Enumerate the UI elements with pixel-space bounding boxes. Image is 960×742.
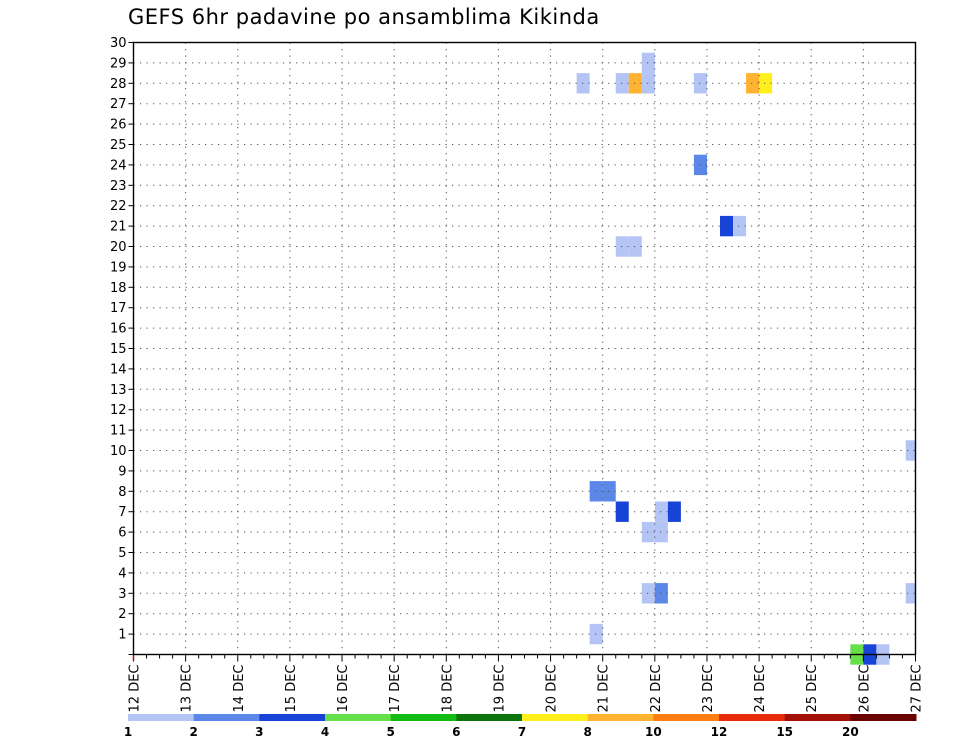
cells-layer [576,52,916,665]
y-tick-label: 4 [118,566,126,581]
colorbar: 1 2 3 4 5 6 7 8 10 12 15 20 [124,714,917,739]
colorbar-label: 7 [518,725,526,739]
precip-cell [641,52,655,74]
x-tick-label: 13 DEC [180,665,195,713]
colorbar-label: 8 [583,725,591,739]
y-tick-label: 30 [110,36,127,51]
y-tick-label: 15 [110,342,127,357]
x-tick-label: 23 DEC [701,665,716,713]
colorbar-swatch [128,714,195,721]
precip-cell [628,73,642,94]
colorbar-swatch [784,714,851,721]
precip-cell [628,236,642,257]
y-tick-label: 20 [110,240,127,255]
precip-cell [654,501,668,522]
colorbar-swatch [522,714,589,721]
y-tick-label: 27 [110,97,127,112]
y-tick-label: 12 [110,403,127,418]
y-tick-label: 17 [110,301,127,316]
y-tick-label: 29 [110,56,127,71]
colorbar-label: 12 [711,725,728,739]
x-tick-label: 26 DEC [857,665,872,713]
precip-cell [746,73,760,94]
colorbar-swatch [719,714,786,721]
precip-cell [602,481,616,502]
precip-cell [905,583,916,604]
precip-cell [667,501,681,522]
colorbar-label: 5 [386,725,394,739]
precip-cell [654,583,668,604]
precip-cell [615,73,629,94]
precip-cell [615,501,629,522]
y-tick-label: 25 [110,138,127,153]
x-tick-label: 20 DEC [545,665,560,713]
y-tick-label: 19 [110,260,127,275]
precip-cell [641,583,655,604]
y-tick-label: 14 [110,362,127,377]
colorbar-swatch [587,714,654,721]
grid-layer [133,42,916,655]
x-tick-label: 27 DEC [910,665,925,713]
x-tick-label: 15 DEC [284,665,299,713]
precip-cell [905,440,916,461]
y-axis: 1234567891011121314151617181920212223242… [110,36,134,655]
y-tick-label: 3 [118,587,126,602]
colorbar-label: 4 [321,725,329,739]
y-tick-label: 13 [110,383,127,398]
y-tick-label: 18 [110,281,127,296]
x-tick-label: 25 DEC [805,665,820,713]
x-tick-label: 24 DEC [753,665,768,713]
colorbar-label: 20 [842,725,859,739]
y-tick-label: 24 [110,158,127,173]
x-tick-label: 22 DEC [649,665,664,713]
y-tick-label: 10 [110,444,127,459]
x-tick-label: 16 DEC [336,665,351,713]
precip-cell [654,521,668,543]
precip-cell [693,73,707,94]
y-tick-label: 5 [118,546,126,561]
y-tick-label: 6 [118,526,126,541]
colorbar-swatch [193,714,260,721]
precip-cell [615,236,629,257]
x-tick-label: 12 DEC [128,665,143,713]
colorbar-label: 10 [645,725,662,739]
x-tick-label: 19 DEC [492,665,507,713]
colorbar-label: 6 [452,725,460,739]
precip-cell [641,521,655,543]
colorbar-label: 1 [124,725,132,739]
y-tick-label: 26 [110,118,127,133]
y-tick-label: 2 [118,607,126,622]
colorbar-label: 3 [255,725,263,739]
y-tick-label: 11 [110,424,127,439]
x-tick-label: 17 DEC [388,665,403,713]
y-tick-label: 7 [118,505,126,520]
precip-cell [720,215,734,237]
colorbar-swatch [390,714,457,721]
y-tick-label: 9 [118,464,126,479]
colorbar-swatch [456,714,523,721]
colorbar-label: 15 [776,725,793,739]
y-tick-label: 1 [118,628,126,643]
colorbar-swatch [325,714,392,721]
y-tick-label: 23 [110,179,127,194]
precip-cell [759,73,773,94]
y-tick-label: 21 [110,220,127,235]
y-tick-label: 8 [118,485,126,500]
precip-cell [733,215,747,237]
x-axis: 12 DEC 13 DEC 14 DEC 15 DEC 16 DEC 17 DEC 18 D… [128,654,925,713]
x-tick-label: 14 DEC [232,665,247,713]
colorbar-swatch [259,714,326,721]
x-tick-label: 21 DEC [597,665,612,713]
y-tick-label: 22 [110,199,127,214]
colorbar-label: 2 [189,725,197,739]
x-tick-label: 18 DEC [440,665,455,713]
chart-title: GEFS 6hr padavine po ansamblima Kikinda [128,5,600,29]
precip-cell [693,154,707,176]
y-tick-label: 28 [110,77,127,92]
colorbar-swatch [653,714,720,721]
y-tick-label: 16 [110,322,127,337]
precip-cell [641,73,655,94]
colorbar-swatch [850,714,917,721]
